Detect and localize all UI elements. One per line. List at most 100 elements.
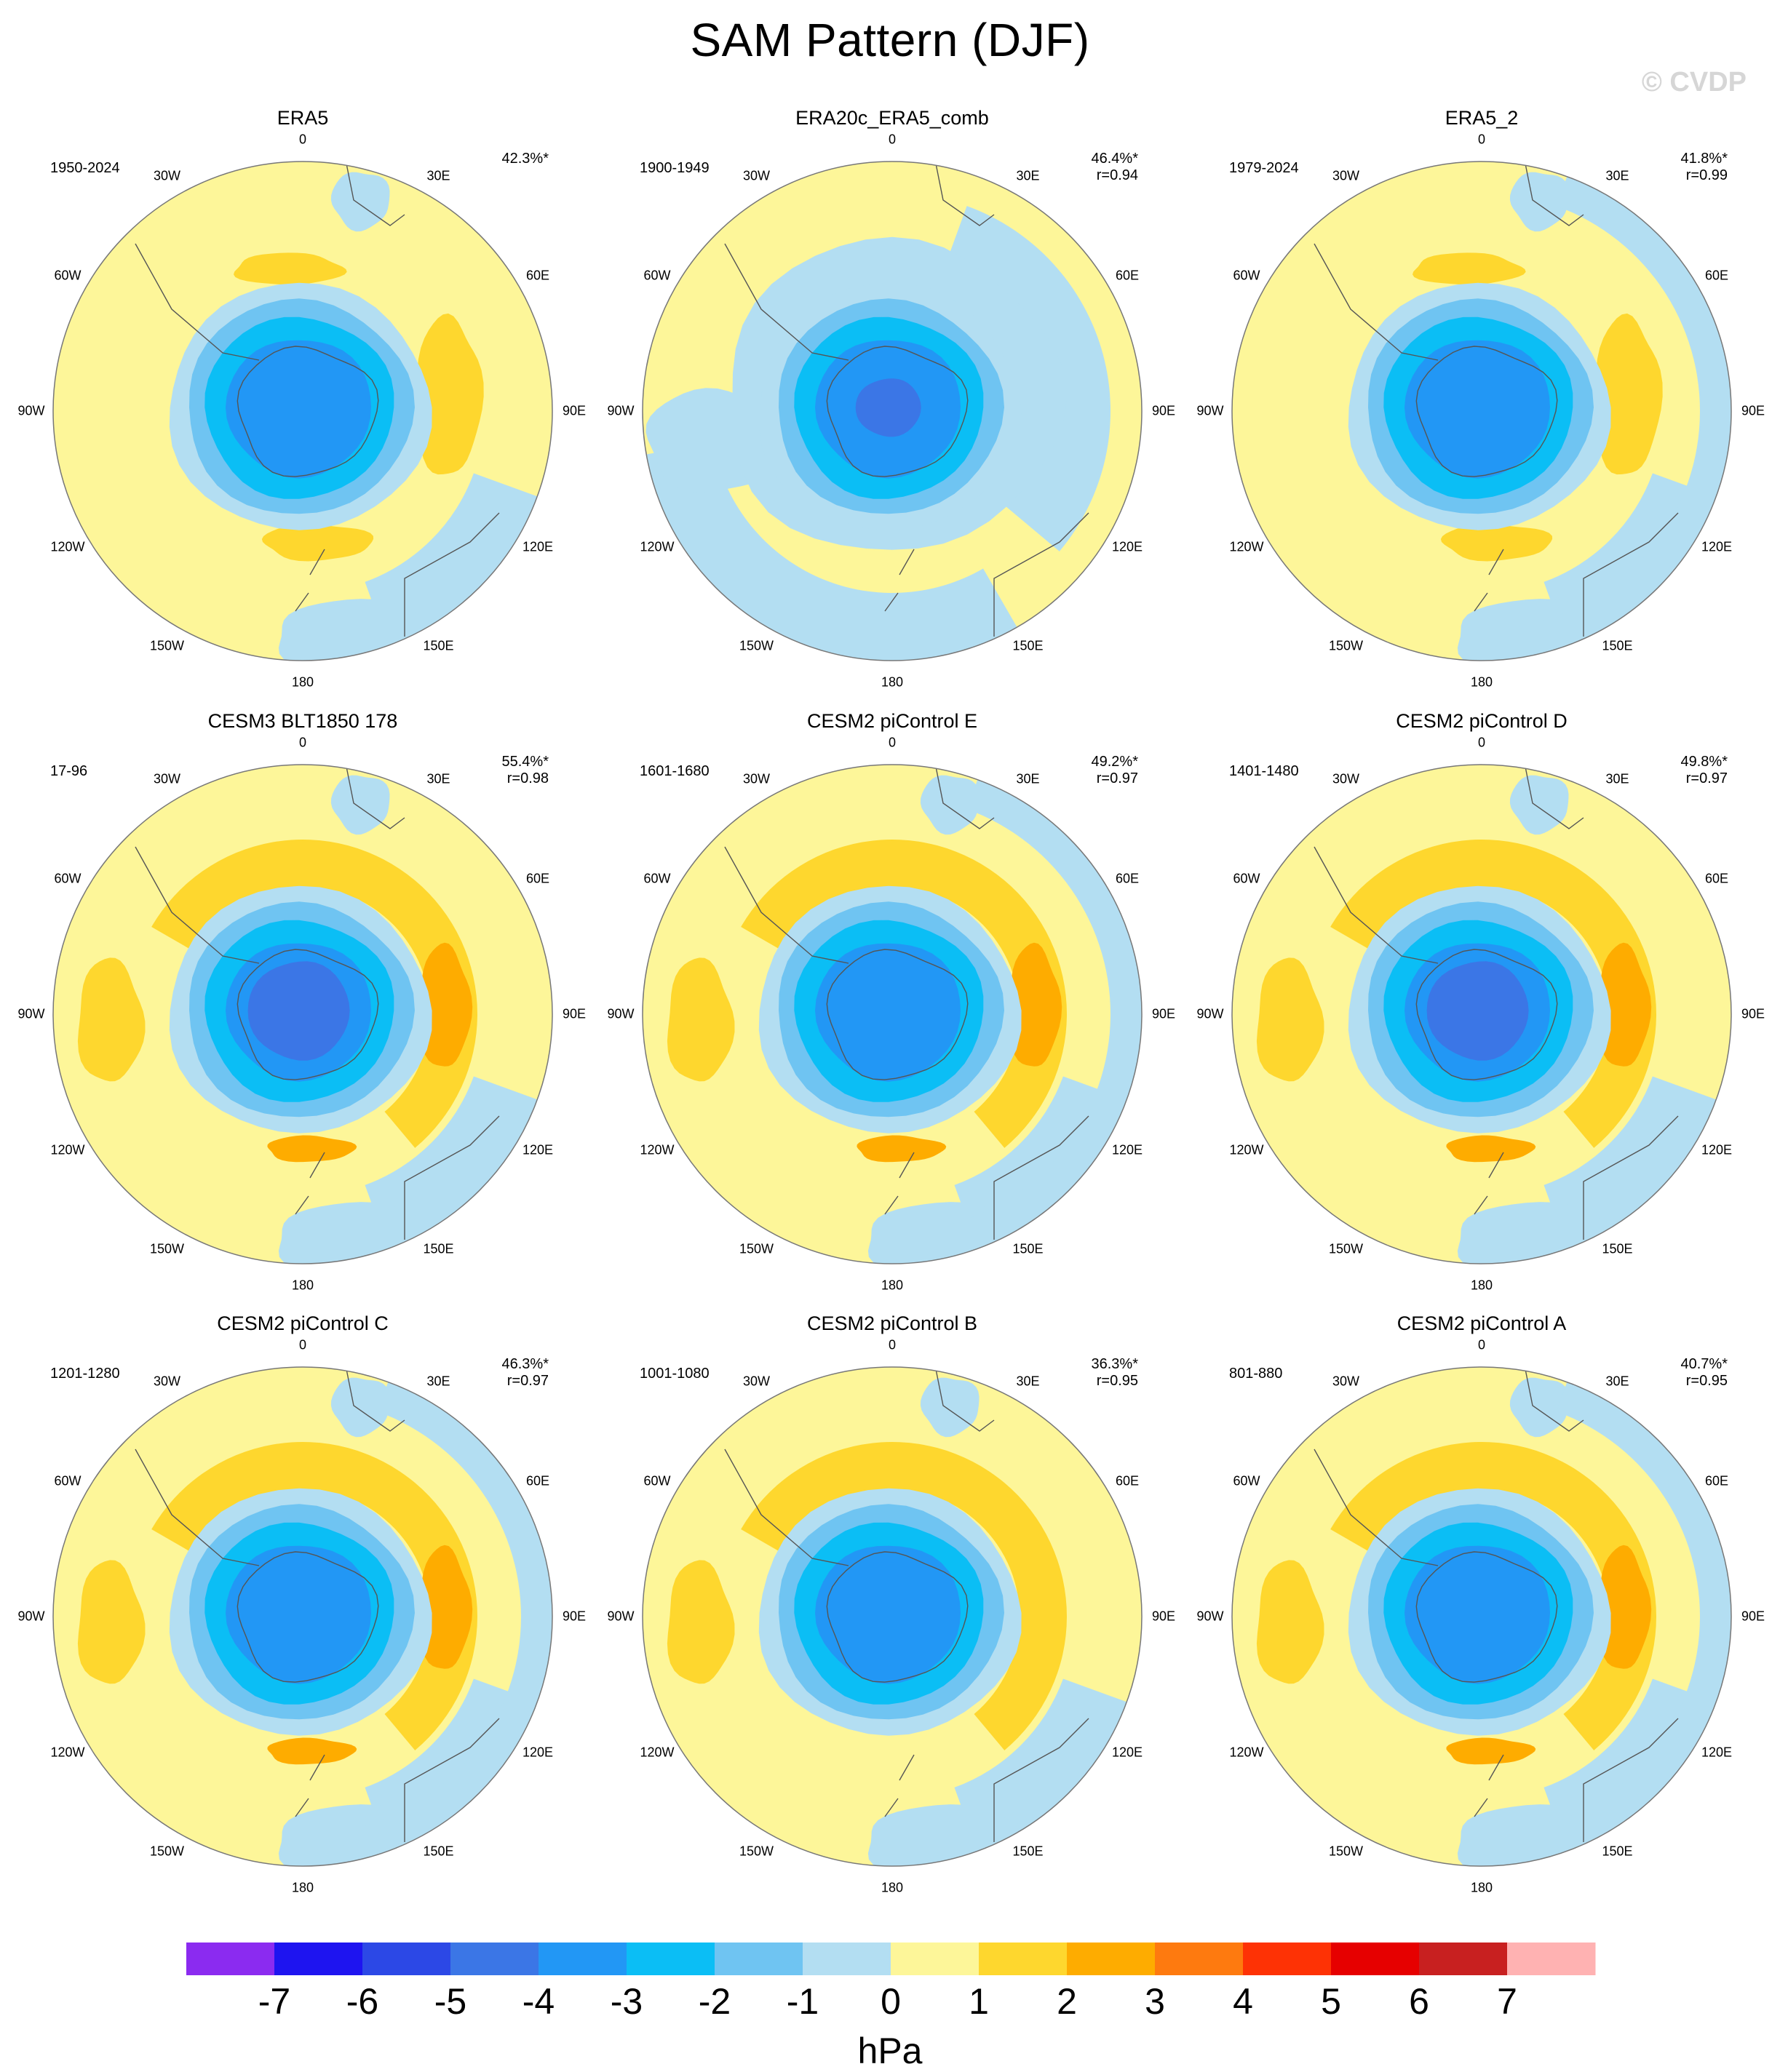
contour-fill — [1509, 775, 1569, 835]
contour-fill — [1596, 313, 1663, 475]
longitude-label: 90E — [1151, 1609, 1176, 1624]
pattern-correlation: r=0.94 — [1096, 167, 1138, 183]
longitude-label: 120E — [1111, 1745, 1143, 1759]
panel-title: ERA5_2 — [1445, 107, 1519, 129]
longitude-label: 150W — [1328, 1844, 1364, 1859]
contour-fill — [1440, 524, 1553, 562]
copyright-watermark: © CVDP — [1641, 67, 1747, 97]
longitude-label: 120W — [50, 1142, 85, 1157]
panel-years: 801-880 — [1229, 1366, 1283, 1382]
longitude-label: 180 — [1470, 1278, 1493, 1293]
longitude-label: 150W — [739, 1241, 774, 1256]
longitude-label: 0 — [1477, 132, 1486, 147]
longitude-label: 0 — [888, 132, 897, 147]
longitude-label: 90E — [1151, 1006, 1176, 1021]
longitude-label: 30E — [1016, 168, 1040, 183]
contour-fill — [1404, 1545, 1550, 1684]
contour-fill — [1256, 957, 1324, 1082]
explained-variance: 55.4%* — [501, 754, 549, 770]
longitude-label: 60E — [526, 1473, 550, 1488]
contour-fill — [261, 524, 374, 562]
longitude-label: 30W — [1332, 771, 1360, 786]
colorbar-tick-label: -1 — [786, 1981, 819, 2022]
longitude-label: 120W — [1229, 1745, 1264, 1759]
longitude-label: 60W — [54, 268, 82, 282]
longitude-label: 30W — [1332, 1374, 1360, 1389]
longitude-label: 90E — [1741, 403, 1765, 418]
contour-fill — [421, 1545, 473, 1669]
longitude-label: 120E — [1701, 539, 1733, 554]
panel-years: 1900-1949 — [640, 160, 710, 176]
longitude-label: 30E — [426, 771, 450, 786]
contour-fill — [77, 1560, 146, 1684]
longitude-label: 30E — [426, 168, 450, 183]
colorbar-tick-label: 1 — [969, 1981, 989, 2022]
panel-title: ERA20c_ERA5_comb — [795, 107, 989, 129]
coastline — [135, 846, 260, 964]
contour-fill — [667, 957, 735, 1082]
panel-title: CESM2 piControl C — [217, 1312, 389, 1334]
colorbar-box — [539, 1942, 627, 1975]
longitude-label: 60W — [1233, 268, 1260, 282]
colorbar-box — [627, 1942, 715, 1975]
panel-stats: 49.8%* r=0.97 — [1627, 754, 1728, 787]
figure-title: SAM Pattern (DJF) — [690, 14, 1090, 66]
colorbar-box — [362, 1942, 451, 1975]
longitude-label: 90W — [17, 1006, 45, 1021]
map-panel — [1231, 1366, 1732, 1867]
longitude-label: 90W — [17, 403, 45, 418]
coastline — [1415, 949, 1558, 1080]
map-boundary — [1231, 161, 1732, 661]
longitude-label: 150E — [423, 1241, 454, 1256]
longitude-label: 150E — [1012, 638, 1044, 653]
longitude-label: 150W — [149, 1241, 185, 1256]
coastline — [1525, 163, 1584, 226]
coastline — [295, 549, 325, 612]
contour-fill — [226, 1545, 371, 1684]
coastline — [1415, 1551, 1558, 1683]
longitude-label: 60W — [54, 1473, 82, 1488]
longitude-label: 0 — [298, 1337, 307, 1352]
colorbar-box — [1155, 1942, 1244, 1975]
longitude-label: 120E — [522, 1745, 554, 1759]
longitude-label: 150E — [1602, 1844, 1633, 1859]
contour-fill — [1509, 172, 1569, 232]
longitude-label: 60W — [1233, 1473, 1260, 1488]
coastline — [237, 1551, 379, 1683]
explained-variance: 36.3%* — [1091, 1356, 1139, 1372]
map-boundary — [52, 161, 553, 661]
coastline — [346, 163, 405, 226]
map-panel — [642, 764, 1143, 1264]
coastline — [404, 1115, 500, 1240]
panel-title: CESM2 piControl E — [806, 710, 978, 732]
longitude-label: 90W — [1196, 403, 1224, 418]
coastline — [724, 243, 849, 361]
coastline — [1474, 1754, 1504, 1817]
contour-fill — [330, 775, 390, 835]
longitude-label: 30E — [1016, 771, 1040, 786]
longitude-label: 120W — [640, 1745, 675, 1759]
panel-title: CESM2 piControl A — [1396, 1312, 1567, 1334]
longitude-label: 90W — [607, 1609, 635, 1624]
contour-fill — [920, 1377, 980, 1438]
coastline — [404, 512, 500, 637]
contour-fill — [1330, 840, 1656, 1148]
colorbar-box — [274, 1942, 363, 1975]
longitude-label: 120W — [1229, 539, 1264, 554]
coastline — [1415, 346, 1558, 477]
panel-stats: 41.8%* r=0.99 — [1627, 151, 1728, 184]
longitude-label: 0 — [888, 735, 897, 750]
map-panel — [52, 764, 553, 1264]
panel-years: 1001-1080 — [640, 1366, 710, 1382]
contour-fill — [247, 961, 350, 1061]
longitude-label: 180 — [881, 1880, 904, 1895]
colorbar-tick-label: -5 — [434, 1981, 467, 2022]
longitude-label: 180 — [881, 1278, 904, 1293]
contour-fill — [151, 1441, 478, 1750]
longitude-label: 60W — [643, 1473, 671, 1488]
longitude-label: 150W — [1328, 1241, 1364, 1256]
longitude-label: 120E — [522, 1142, 554, 1157]
longitude-label: 60E — [1116, 871, 1140, 885]
longitude-label: 30E — [1605, 1374, 1629, 1389]
